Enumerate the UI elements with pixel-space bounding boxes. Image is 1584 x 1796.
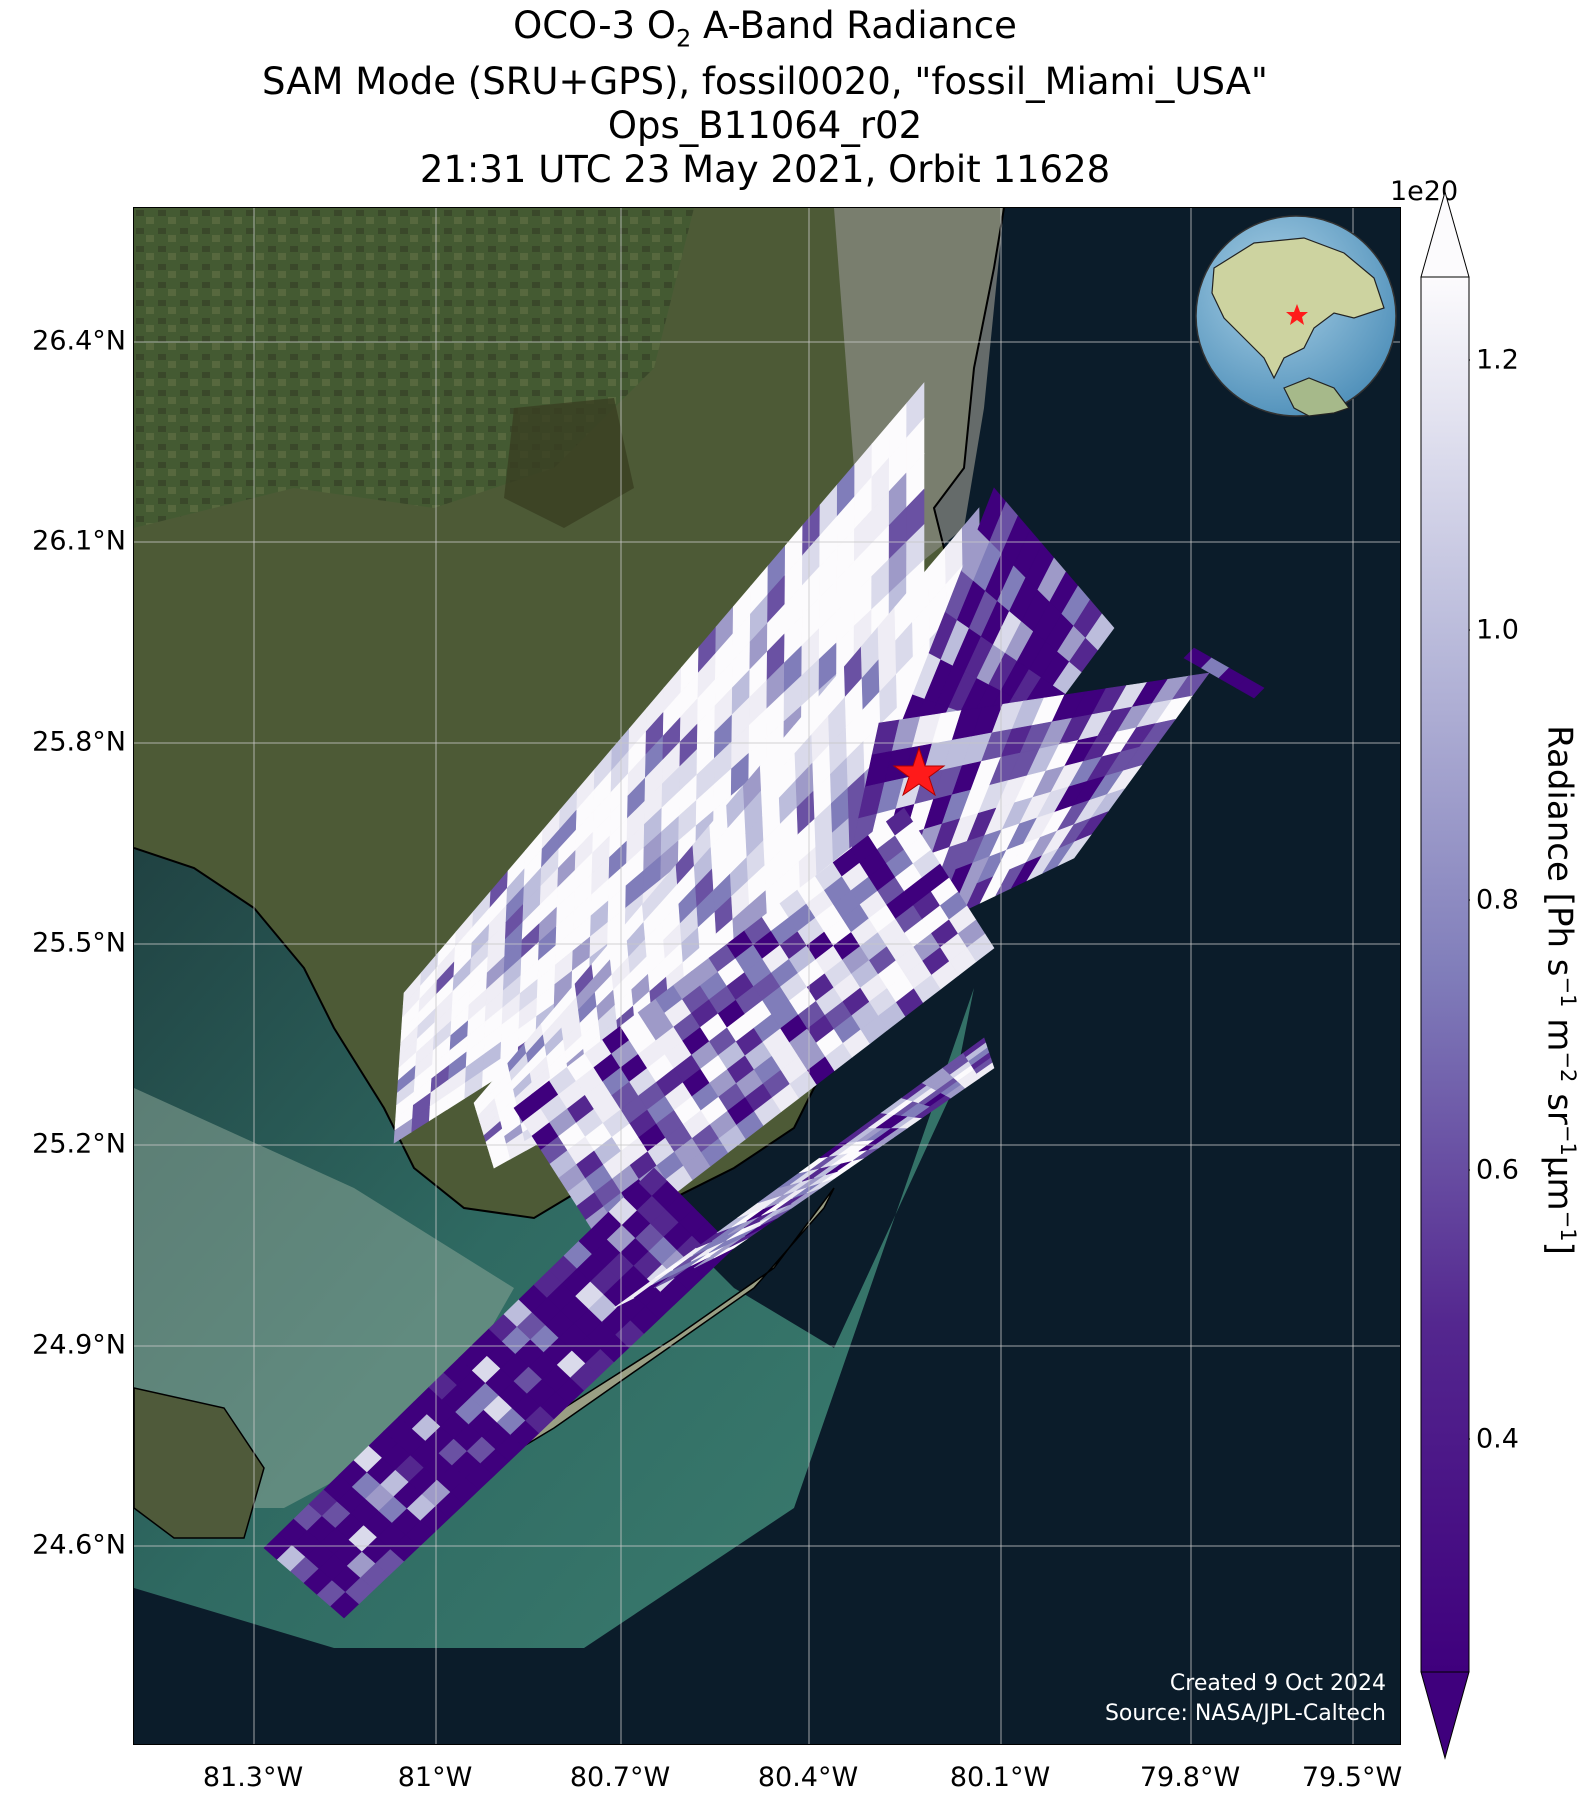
lon-label: 81.3°W — [202, 1762, 304, 1793]
lat-label: 25.5°N — [32, 927, 126, 959]
radiance-cell — [1057, 834, 1092, 867]
radiance-cell — [1085, 613, 1115, 651]
colorbar-body — [1420, 276, 1470, 1673]
south-america-landmass — [1283, 377, 1350, 417]
title-line-4: 21:31 UTC 23 May 2021, Orbit 11628 — [419, 148, 1111, 192]
colorbar-tick-label: 1.0 — [1476, 614, 1519, 646]
globe-target-icon — [1286, 304, 1308, 325]
colorbar-extend-bottom — [1420, 1671, 1470, 1760]
lat-label: 24.9°N — [32, 1329, 126, 1361]
wetland-dark — [504, 398, 634, 528]
radiance-cell — [976, 1062, 995, 1079]
graticule — [134, 208, 1400, 1744]
title-line-1: OCO-3 O2 A-Band Radiance — [513, 4, 1017, 53]
colorbar-tick-label: 0.8 — [1476, 884, 1519, 916]
map-canvas — [134, 208, 1400, 1744]
colorbar-label: Radiance [Ph s−1 m−2 sr−1μm−1] — [1539, 725, 1580, 1255]
lon-label: 81°W — [397, 1762, 473, 1793]
southwest-islands — [134, 1387, 265, 1539]
credit-created: Created 9 Oct 2024 — [1169, 1671, 1386, 1696]
map-title: OCO-3 O2 A-Band Radiance SAM Mode (SRU+G… — [0, 4, 1530, 192]
title-line-2: SAM Mode (SRU+GPS), fossil0020, "fossil_… — [262, 60, 1268, 104]
radiance-swaths — [263, 382, 1265, 1619]
colorbar-tick-label: 0.6 — [1476, 1154, 1519, 1186]
title-line-3: Ops_B11064_r02 — [607, 104, 923, 148]
lat-label: 26.1°N — [32, 525, 126, 557]
radiance-cell — [1236, 677, 1265, 699]
globe-inset — [1195, 215, 1397, 417]
lat-label: 24.6°N — [32, 1529, 126, 1561]
target-star-icon — [892, 746, 946, 797]
lon-label: 80.1°W — [949, 1762, 1051, 1793]
colorbar — [1420, 190, 1470, 1760]
colorbar-tick-label: 1.2 — [1476, 344, 1519, 376]
credit-source: Source: NASA/JPL-Caltech — [1104, 1701, 1386, 1726]
coastline — [134, 208, 1005, 1220]
map-panel: Created 9 Oct 2024 Source: NASA/JPL-Calt… — [133, 207, 1401, 1745]
radiance-cell — [966, 933, 995, 963]
colorbar-extend-top — [1420, 190, 1470, 278]
lon-label: 79.5°W — [1301, 1762, 1403, 1793]
lat-label: 25.2°N — [32, 1128, 126, 1160]
lon-label: 80.7°W — [569, 1762, 671, 1793]
lon-label: 79.8°W — [1139, 1762, 1241, 1793]
lat-label: 26.4°N — [32, 325, 126, 357]
lon-label: 80.4°W — [757, 1762, 859, 1793]
lat-label: 25.8°N — [32, 726, 126, 758]
colorbar-tick-label: 0.4 — [1476, 1423, 1519, 1455]
